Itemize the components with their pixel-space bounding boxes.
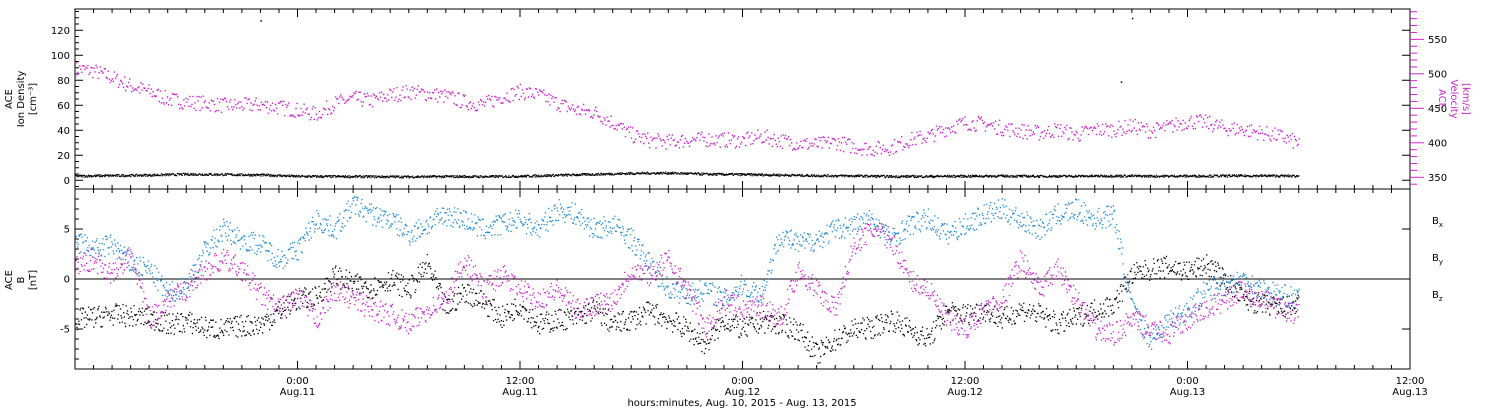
- density-tick-label: 120: [51, 26, 70, 37]
- b-axis-label-line3: [nT]: [28, 270, 39, 290]
- x-tick-date-label: Aug.11: [280, 387, 315, 398]
- x-axis-label: hours:minutes, Aug. 10, 2015 - Aug. 13, …: [627, 398, 856, 409]
- density-outlier: [1131, 17, 1134, 20]
- velocity-tick-label: 550: [1428, 35, 1447, 46]
- b-axis-label-line2: B: [16, 276, 27, 283]
- density-axis-label-line2: Ion Density: [16, 71, 27, 128]
- x-tick-time-label: 12:00: [1396, 376, 1425, 387]
- density-tick-label: 60: [57, 101, 70, 112]
- legend: Bx By Bz: [1432, 216, 1443, 303]
- density-tick-label: 40: [57, 126, 70, 137]
- x-tick-time-label: 0:00: [286, 376, 308, 387]
- x-tick-date-label: Aug.11: [502, 387, 537, 398]
- x-tick-date-label: Aug.12: [947, 387, 982, 398]
- x-tick-date-label: Aug.13: [1170, 387, 1205, 398]
- x-axis: 0:00Aug.1112:00Aug.110:00Aug.1212:00Aug.…: [93, 9, 1428, 398]
- density-series: [75, 171, 1300, 179]
- velocity-axis-label-line1: ACE: [1436, 89, 1447, 109]
- density-axis-ticks: 0 20 40 60 80 100 120: [51, 11, 1410, 187]
- legend-bx: Bx: [1432, 216, 1443, 229]
- b-axis-label-line1: ACE: [4, 270, 15, 290]
- x-tick-time-label: 0:00: [731, 376, 753, 387]
- x-tick-time-label: 12:00: [951, 376, 980, 387]
- velocity-tick-label: 400: [1428, 138, 1447, 149]
- x-tick-date-label: Aug.12: [725, 387, 760, 398]
- density-axis-label-line1: ACE: [4, 89, 15, 109]
- density-axis-label-line3: [cm⁻³]: [28, 83, 39, 115]
- b-tick-label: -5: [60, 325, 70, 336]
- bottom-panel-data: [75, 195, 1410, 364]
- legend-by: By: [1432, 253, 1443, 266]
- velocity-tick-label: 350: [1428, 173, 1447, 184]
- b-tick-label: 0: [64, 275, 70, 286]
- velocity-series: [75, 62, 1301, 157]
- top-panel: 0 20 40 60 80 100 120 350 400 450 500 550 ACE Ion …: [4, 8, 1471, 190]
- x-tick-time-label: 0:00: [1176, 376, 1198, 387]
- bottom-panel: -5 0 5 ACE B [nT] Bx By Bz: [4, 188, 1443, 370]
- legend-bz: Bz: [1432, 290, 1443, 303]
- velocity-tick-label: 500: [1428, 69, 1447, 80]
- density-tick-label: 80: [57, 76, 70, 87]
- density-tick-label: 0: [64, 176, 70, 187]
- velocity-axis-ticks: 350 400 450 500 550: [1410, 11, 1447, 185]
- density-outlier: [1120, 81, 1123, 83]
- b-tick-label: 5: [64, 225, 70, 236]
- density-tick-label: 20: [57, 151, 70, 162]
- top-panel-data: [75, 17, 1301, 179]
- x-tick-date-label: Aug.13: [1392, 387, 1427, 398]
- velocity-tick-label: 450: [1428, 104, 1447, 115]
- velocity-axis-label-line3: [km/s]: [1460, 83, 1471, 115]
- x-tick-time-label: 12:00: [506, 376, 535, 387]
- density-tick-label: 100: [51, 51, 70, 62]
- velocity-axis-label-line2: Velocity: [1448, 79, 1459, 118]
- Bx-series: [75, 254, 1300, 364]
- top-panel-frame: [74, 8, 1411, 190]
- density-outlier: [260, 20, 262, 22]
